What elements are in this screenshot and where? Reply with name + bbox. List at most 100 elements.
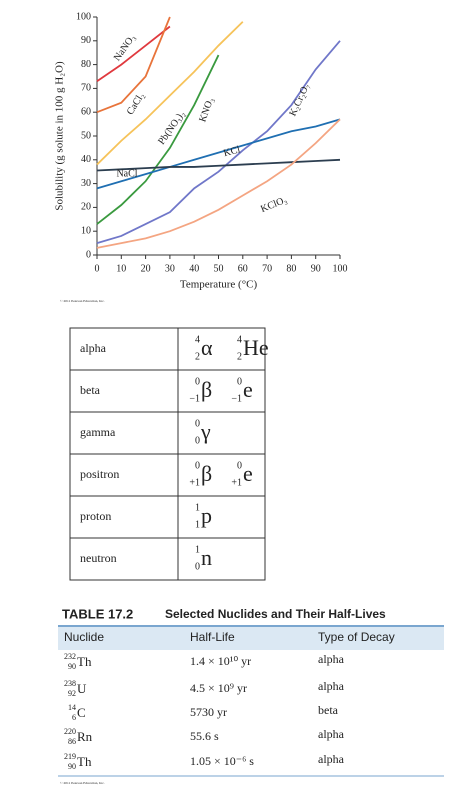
atomic-number: +1 bbox=[189, 477, 200, 488]
atomic-number: 92 bbox=[68, 689, 76, 698]
series-label: Pb(NO₃)₂ bbox=[156, 109, 187, 147]
symbol: n bbox=[201, 545, 212, 570]
y-tick-label: 100 bbox=[76, 11, 91, 22]
atomic-number: 90 bbox=[68, 762, 76, 771]
x-tick-label: 40 bbox=[189, 263, 199, 274]
symbol: β bbox=[201, 461, 212, 486]
symbol: α bbox=[201, 335, 213, 360]
symbol: β bbox=[201, 377, 212, 402]
mass-number: 219 bbox=[64, 752, 76, 761]
atomic-number: 6 bbox=[72, 713, 76, 722]
y-tick-label: 90 bbox=[81, 35, 91, 46]
y-tick-label: 70 bbox=[81, 83, 91, 94]
atomic-number: 90 bbox=[68, 662, 76, 671]
symbol: He bbox=[243, 335, 269, 360]
half-life: 1.4 × 10¹⁰ yr bbox=[190, 654, 251, 668]
symbol: γ bbox=[200, 419, 211, 444]
decay-type: alpha bbox=[318, 752, 345, 766]
nuclide-symbol: Th bbox=[77, 654, 92, 669]
decay-type: alpha bbox=[318, 652, 345, 666]
column-header: Type of Decay bbox=[318, 630, 395, 644]
y-tick-label: 40 bbox=[81, 154, 91, 165]
atomic-number: +1 bbox=[231, 477, 242, 488]
x-tick-label: 50 bbox=[214, 263, 224, 274]
series-line bbox=[96, 118, 341, 190]
series-label: KCl bbox=[222, 144, 241, 159]
credit: © 2011 Pearson Education, Inc. bbox=[60, 780, 105, 786]
series-label: KClO₃ bbox=[259, 195, 289, 215]
atomic-number: 0 bbox=[195, 561, 200, 572]
x-tick-label: 10 bbox=[116, 263, 126, 274]
symbol: p bbox=[201, 503, 212, 528]
mass-number: 0 bbox=[195, 418, 200, 429]
y-tick-label: 10 bbox=[81, 225, 91, 236]
mass-number: 0 bbox=[237, 460, 242, 471]
y-tick-label: 20 bbox=[81, 202, 91, 213]
y-tick-label: 60 bbox=[81, 106, 91, 117]
table-title: Selected Nuclides and Their Half-Lives bbox=[165, 607, 386, 621]
decay-type: beta bbox=[318, 703, 339, 717]
symbol: e bbox=[243, 461, 253, 486]
half-life: 4.5 × 10⁹ yr bbox=[190, 681, 247, 695]
decay-type: alpha bbox=[318, 727, 345, 741]
y-axis-label: Solubility (g solute in 100 g H₂O) bbox=[54, 61, 66, 211]
y-tick-label: 0 bbox=[86, 249, 91, 260]
nuclide-symbol: U bbox=[77, 681, 87, 696]
symbol: e bbox=[243, 377, 253, 402]
mass-number: 1 bbox=[195, 544, 200, 555]
mass-number: 220 bbox=[64, 727, 76, 736]
x-axis-label: Temperature (°C) bbox=[180, 279, 258, 291]
atomic-number: 2 bbox=[237, 351, 242, 362]
x-tick-label: 90 bbox=[311, 263, 321, 274]
mass-number: 232 bbox=[64, 652, 76, 661]
nuclide-symbol: C bbox=[77, 705, 86, 720]
series-line bbox=[96, 118, 341, 249]
mass-number: 238 bbox=[64, 679, 76, 688]
mass-number: 14 bbox=[68, 703, 76, 712]
atomic-number: 1 bbox=[195, 519, 200, 530]
atomic-number: −1 bbox=[231, 393, 242, 404]
series-label: NaNO₃ bbox=[112, 33, 138, 64]
y-tick-label: 50 bbox=[81, 130, 91, 141]
x-tick-label: 60 bbox=[238, 263, 248, 274]
mass-number: 0 bbox=[195, 376, 200, 387]
x-tick-label: 80 bbox=[286, 263, 296, 274]
series-label: KNO₃ bbox=[197, 96, 216, 123]
series-line bbox=[96, 54, 220, 225]
particle-name: proton bbox=[80, 509, 111, 523]
series-line bbox=[96, 40, 341, 244]
series-line bbox=[96, 21, 244, 166]
column-header: Half-Life bbox=[190, 630, 235, 644]
atomic-number: −1 bbox=[189, 393, 200, 404]
series-label: NaCl bbox=[116, 168, 137, 179]
atomic-number: 0 bbox=[195, 435, 200, 446]
header-background bbox=[58, 626, 444, 650]
mass-number: 0 bbox=[237, 376, 242, 387]
particle-name: beta bbox=[80, 383, 101, 397]
decay-type: alpha bbox=[318, 679, 345, 693]
series-line bbox=[96, 25, 171, 83]
x-tick-label: 100 bbox=[333, 263, 348, 274]
particle-name: neutron bbox=[80, 551, 117, 565]
mass-number: 4 bbox=[195, 334, 200, 345]
mass-number: 4 bbox=[237, 334, 242, 345]
half-life: 1.05 × 10⁻⁶ s bbox=[190, 754, 254, 768]
series-label: K₂Cr₂O₇ bbox=[287, 82, 312, 118]
series-line bbox=[96, 16, 171, 114]
x-tick-label: 70 bbox=[262, 263, 272, 274]
mass-number: 1 bbox=[195, 502, 200, 513]
half-life: 55.6 s bbox=[190, 729, 219, 743]
credit: © 2011 Pearson Education, Inc. bbox=[60, 298, 105, 304]
y-tick-label: 30 bbox=[81, 178, 91, 189]
half-life: 5730 yr bbox=[190, 705, 227, 719]
particle-name: gamma bbox=[80, 425, 116, 439]
atomic-number: 86 bbox=[68, 737, 76, 746]
mass-number: 0 bbox=[195, 460, 200, 471]
nuclide-symbol: Th bbox=[77, 754, 92, 769]
table-label: TABLE 17.2 bbox=[62, 606, 133, 621]
x-tick-label: 30 bbox=[165, 263, 175, 274]
atomic-number: 2 bbox=[195, 351, 200, 362]
nuclide-symbol: Rn bbox=[77, 729, 93, 744]
column-header: Nuclide bbox=[64, 630, 104, 644]
